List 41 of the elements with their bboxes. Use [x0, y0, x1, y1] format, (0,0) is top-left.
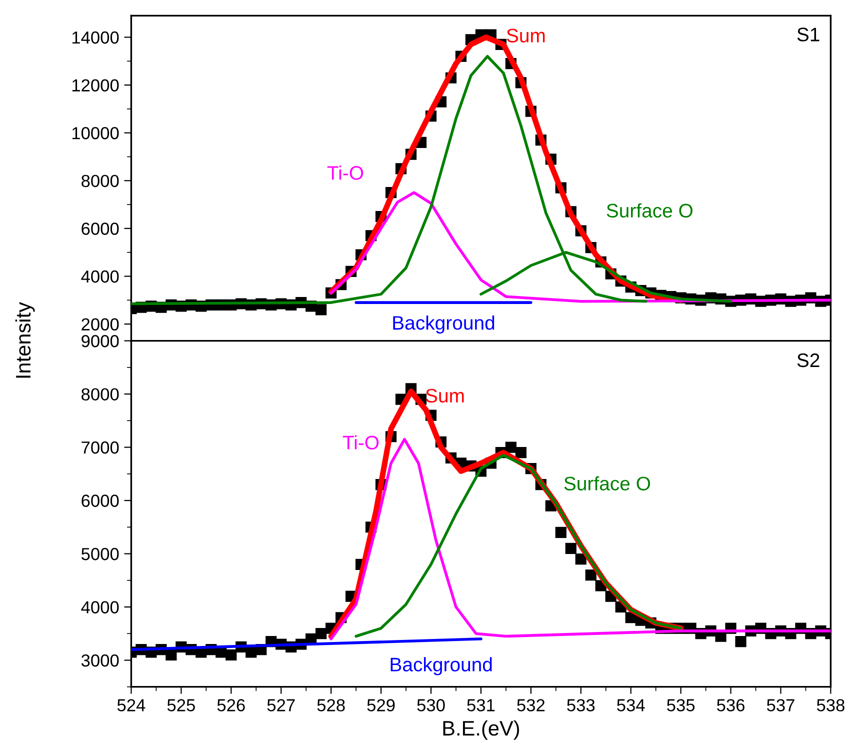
x-axis-title: B.E.(eV) [443, 720, 520, 740]
series-label: Background [390, 657, 492, 676]
x-tick-label: 525 [167, 699, 195, 712]
y-tick-label: 12000 [72, 79, 119, 92]
y-tick-label: 7000 [82, 441, 119, 454]
x-tick-label: 533 [567, 699, 595, 712]
series-label: Sum [426, 388, 464, 403]
y-tick-label: 6000 [82, 494, 119, 507]
annotation: S2 [797, 353, 820, 368]
series-label: Surface O [564, 476, 650, 490]
x-tick-label: 526 [217, 699, 245, 712]
x-tick-label: 538 [816, 699, 844, 712]
y-tick-label: 14000 [72, 31, 119, 44]
x-tick-label: 528 [317, 699, 345, 712]
text: Surface O [606, 203, 692, 218]
series-label: Background [393, 315, 494, 334]
series-label: Sum [506, 28, 545, 42]
y-tick-label: 8000 [82, 388, 119, 400]
y-tick-label: 6000 [82, 222, 119, 235]
annotation: S1 [797, 28, 820, 42]
x-tick-label: 532 [517, 699, 545, 712]
x-tick-label: 531 [467, 699, 495, 712]
y-tick-label: 4000 [81, 601, 119, 614]
x-tick-label: 527 [267, 699, 295, 712]
y-tick-label: 3000 [81, 654, 119, 667]
x-tick-label: 537 [766, 699, 794, 712]
series-label: Ti-O [342, 435, 379, 450]
y-tick-label: 5000 [81, 548, 119, 560]
y-tick-label: 9000 [82, 334, 119, 348]
y-tick-label: 10000 [72, 127, 119, 140]
y-tick-label: 8000 [82, 174, 119, 188]
x-tick-label: 536 [716, 699, 744, 712]
y-tick-label: 4000 [81, 270, 119, 283]
x-tick-label: 529 [367, 699, 395, 712]
text: Ti-O [327, 166, 364, 180]
x-tick-label: 535 [667, 699, 695, 712]
x-tick-label: 524 [117, 699, 146, 712]
x-tick-label: 534 [617, 699, 645, 712]
y-axis-title: Intensity [15, 302, 35, 378]
y-tick-label: 2000 [82, 318, 119, 331]
x-tick-label: 530 [417, 699, 445, 712]
